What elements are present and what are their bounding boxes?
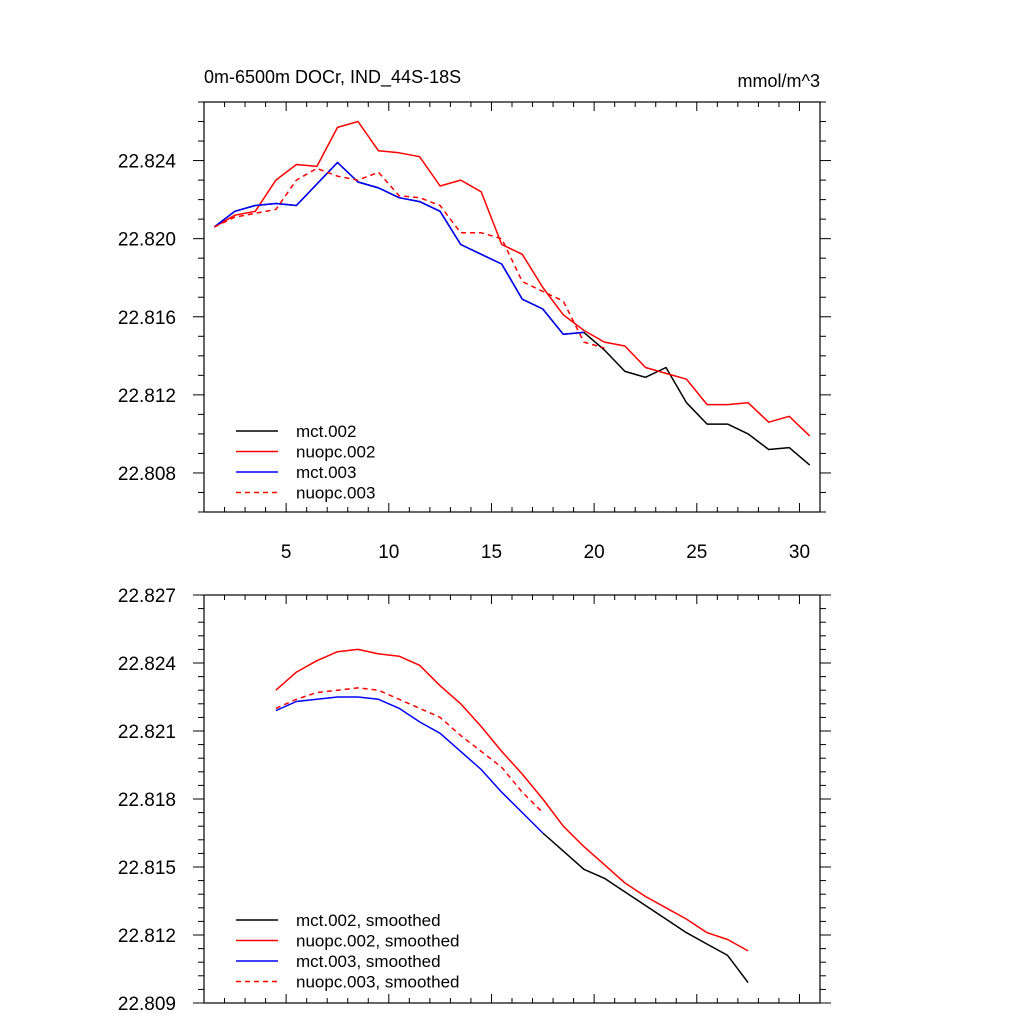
top-series-line-2 [213,120,811,437]
top-x-tick-label: 5 [281,542,292,563]
top-x-tick-label: 15 [481,542,502,563]
bottom-legend-label-3: mct.003, smoothed [296,952,441,971]
top-series-line-3 [213,161,584,336]
top-panel: 0m-6500m DOCr, IND_44S-18S mmol/m^3 5 10 1… [118,67,831,563]
bottom-y-tick-label: 22.812 [118,926,176,947]
bottom-series-line-3 [275,696,544,834]
bottom-legend-label-1: mct.002, smoothed [296,911,441,930]
top-x-tick-label: 25 [686,542,707,563]
top-chart-units: mmol/m^3 [738,71,820,91]
bottom-series-line-2 [275,648,749,952]
top-x-tick-label: 20 [584,542,605,563]
top-x-tick-label: 30 [789,542,810,563]
bottom-y-tick-label: 22.809 [118,994,176,1015]
top-y-tick-label: 22.820 [118,230,176,251]
bottom-y-tick-label: 22.818 [118,790,176,811]
top-y-tick-label: 22.824 [118,152,177,173]
bottom-y-tick-label: 22.821 [118,722,176,743]
bottom-series-line-1 [542,832,749,984]
bottom-legend-label-4: nuopc.003, smoothed [296,973,460,992]
top-legend-label-1: mct.002 [296,422,356,441]
top-legend-label-2: nuopc.002 [296,443,375,462]
bottom-panel: 22.809 22.812 22.815 22.818 22.821 22.824 22.8… [118,586,831,1015]
bottom-y-tick-label: 22.827 [118,586,176,607]
bottom-y-tick-label: 22.815 [118,858,176,879]
top-y-tick-label: 22.816 [118,308,176,329]
bottom-legend-label-2: nuopc.002, smoothed [296,932,460,951]
bottom-y-tick-label: 22.824 [118,654,177,675]
bottom-series-line-4 [275,687,544,814]
top-chart-title: 0m-6500m DOCr, IND_44S-18S [204,67,461,88]
top-y-tick-label: 22.812 [118,386,176,407]
top-y-tick-label: 22.808 [118,464,176,485]
top-legend-label-4: nuopc.003 [296,484,375,503]
top-legend-label-3: mct.003 [296,463,356,482]
top-x-tick-label: 10 [378,542,399,563]
top-series-line-4 [213,167,605,349]
top-series-line-1 [213,161,811,466]
